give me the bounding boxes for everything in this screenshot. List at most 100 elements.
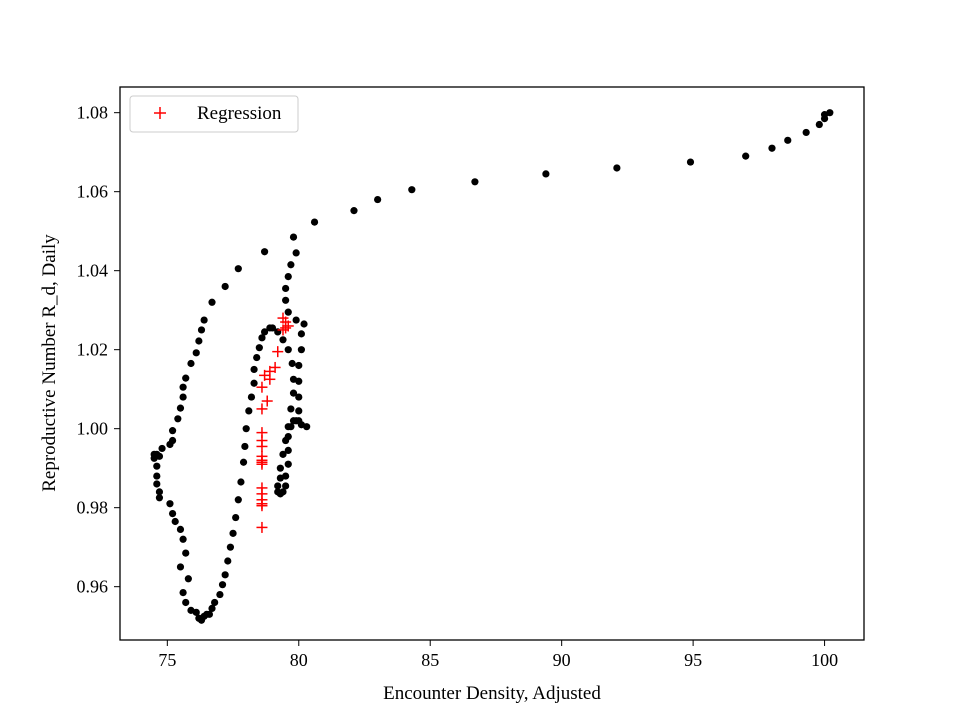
- observed-point: [287, 423, 295, 431]
- observed-point: [288, 359, 296, 368]
- observed-point: [282, 296, 290, 304]
- observed-point: [279, 450, 287, 458]
- observed-point: [166, 440, 174, 449]
- regression-point: [272, 346, 284, 358]
- observed-point: [303, 423, 311, 431]
- observed-point: [237, 478, 245, 486]
- observed-point: [255, 344, 263, 352]
- observed-point: [234, 265, 242, 273]
- observed-point: [155, 488, 164, 496]
- observed-point: [224, 557, 232, 565]
- observed-point: [820, 115, 829, 123]
- observed-point: [221, 282, 229, 291]
- observed-point: [245, 407, 253, 415]
- observed-point: [768, 144, 776, 152]
- observed-point: [208, 604, 216, 613]
- observed-point: [350, 207, 358, 215]
- observed-point: [229, 529, 237, 537]
- observed-point: [284, 273, 292, 281]
- observed-point: [176, 404, 185, 412]
- x-tick-label: 100: [811, 650, 838, 670]
- observed-point: [192, 349, 200, 357]
- y-tick-label: 1.02: [77, 340, 109, 360]
- observed-point: [182, 598, 190, 607]
- regression-point: [256, 521, 268, 533]
- y-tick-label: 0.96: [77, 577, 109, 597]
- observed-point: [247, 393, 256, 401]
- observed-point: [205, 610, 213, 618]
- y-tick-label: 1.06: [77, 182, 109, 202]
- regression-point: [261, 395, 273, 407]
- x-axis-label: Encounter Density, Adjusted: [383, 683, 601, 704]
- observed-point: [784, 136, 792, 144]
- legend-plus-icon: [154, 107, 166, 119]
- observed-point: [310, 218, 319, 226]
- observed-point: [168, 509, 177, 518]
- observed-point: [295, 407, 303, 415]
- observed-point: [276, 464, 284, 472]
- observed-point: [282, 482, 290, 490]
- observed-point: [284, 432, 292, 441]
- observed-point: [200, 316, 208, 324]
- observed-point: [153, 472, 161, 480]
- y-tick-label: 1.04: [77, 261, 109, 281]
- observed-point: [284, 446, 292, 454]
- observed-point: [153, 462, 161, 470]
- observed-point: [260, 328, 269, 336]
- observed-point: [408, 186, 416, 194]
- observed-point: [274, 482, 282, 490]
- observed-point: [297, 330, 305, 338]
- observed-point: [279, 488, 287, 496]
- observed-point: [218, 581, 227, 589]
- observed-point: [239, 458, 248, 466]
- observed-point: [686, 158, 695, 166]
- observed-point: [284, 308, 292, 316]
- observed-point: [250, 379, 258, 387]
- observed-point: [195, 337, 203, 345]
- observed-point: [155, 494, 164, 502]
- x-tick-label: 90: [553, 650, 571, 670]
- marks-layer: [150, 109, 834, 624]
- observed-point: [802, 128, 810, 137]
- observed-point: [182, 374, 190, 382]
- observed-point: [208, 298, 216, 306]
- observed-point: [221, 571, 229, 579]
- observed-point: [282, 284, 290, 293]
- observed-point: [300, 320, 308, 328]
- regression-point: [256, 458, 268, 470]
- observed-point: [289, 233, 298, 241]
- observed-point: [279, 336, 287, 344]
- observed-point: [282, 472, 290, 480]
- y-axis-label: Reproductive Number R_d, Daily: [39, 234, 60, 492]
- observed-point: [268, 324, 277, 332]
- observed-point: [171, 517, 179, 526]
- observed-point: [289, 389, 298, 397]
- y-tick-label: 1.00: [77, 419, 109, 439]
- observed-point: [292, 316, 300, 324]
- observed-point: [613, 164, 621, 172]
- legend-box: [129, 95, 299, 133]
- observed-point: [158, 444, 166, 453]
- observed-point: [174, 415, 182, 423]
- observed-point: [241, 442, 249, 451]
- regression-point: [280, 322, 292, 334]
- observed-point: [168, 427, 177, 435]
- observed-point: [192, 608, 200, 616]
- y-tick-label: 1.08: [77, 103, 109, 123]
- observed-point: [287, 261, 295, 269]
- regression-point: [256, 440, 268, 452]
- regression-point: [256, 403, 268, 415]
- y-tick-label: 0.98: [77, 498, 109, 518]
- observed-point: [166, 500, 174, 508]
- observed-point: [176, 563, 185, 571]
- regression-point: [277, 324, 289, 336]
- observed-point: [153, 480, 161, 488]
- x-tick-label: 75: [158, 650, 176, 670]
- ticks-layer: 75 80 85 90 95 100 0.96 0.98 1.00 1.02 1.04 1.06 1.0…: [77, 103, 839, 670]
- observed-point: [260, 248, 269, 256]
- observed-point: [197, 326, 206, 334]
- observed-point: [179, 383, 187, 391]
- observed-point: [284, 346, 292, 354]
